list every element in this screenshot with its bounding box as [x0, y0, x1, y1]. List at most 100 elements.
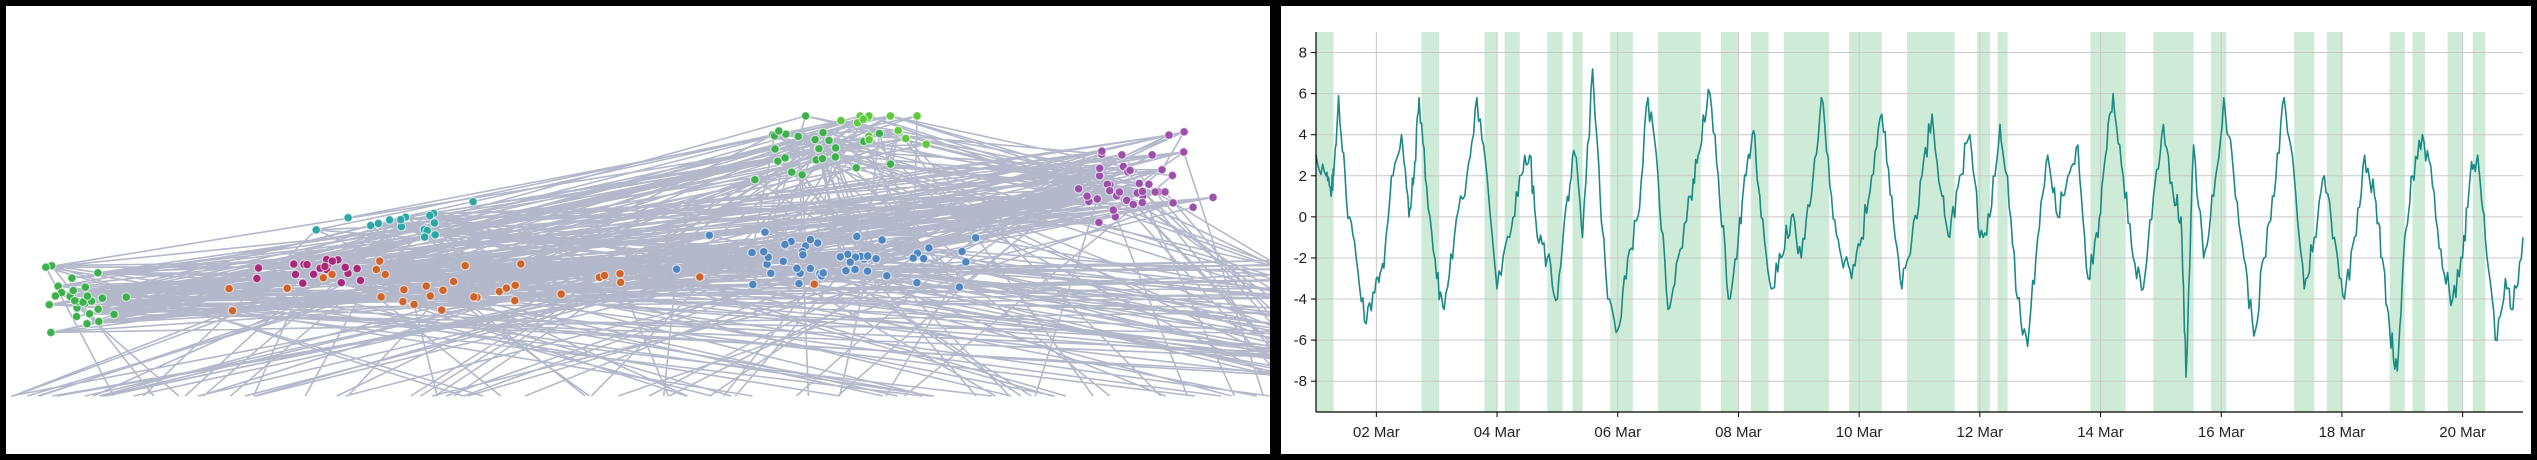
graph-node[interactable] — [44, 299, 55, 310]
graph-node[interactable] — [750, 174, 760, 185]
graph-node[interactable] — [1157, 165, 1167, 175]
graph-node[interactable] — [68, 285, 79, 296]
graph-node[interactable] — [1137, 197, 1148, 208]
graph-node[interactable] — [957, 246, 967, 257]
graph-node[interactable] — [747, 279, 758, 290]
graph-node[interactable] — [851, 231, 862, 242]
graph-node[interactable] — [1150, 187, 1160, 197]
graph-node[interactable] — [50, 291, 61, 301]
graph-node[interactable] — [374, 256, 385, 266]
graph-node[interactable] — [797, 250, 808, 260]
graph-node[interactable] — [252, 273, 262, 284]
graph-node[interactable] — [1208, 192, 1218, 203]
graph-node[interactable] — [67, 273, 77, 283]
graph-node[interactable] — [900, 133, 911, 144]
graph-node[interactable] — [912, 277, 922, 288]
graph-node[interactable] — [786, 167, 797, 177]
graph-node[interactable] — [421, 281, 431, 291]
graph-node[interactable] — [805, 234, 816, 245]
graph-node[interactable] — [877, 235, 887, 245]
graph-node[interactable] — [430, 230, 440, 240]
graph-node[interactable] — [436, 305, 447, 315]
graph-node[interactable] — [40, 262, 51, 272]
graph-node[interactable] — [224, 283, 234, 294]
graph-node[interactable] — [336, 277, 347, 288]
graph-node[interactable] — [429, 218, 440, 228]
graph-node[interactable] — [1147, 150, 1157, 160]
graph-node[interactable] — [469, 292, 479, 302]
graph-node[interactable] — [409, 299, 419, 310]
graph-node[interactable] — [918, 253, 929, 264]
graph-node[interactable] — [1114, 187, 1125, 197]
graph-node[interactable] — [1168, 198, 1178, 208]
graph-node[interactable] — [810, 134, 820, 145]
graph-node[interactable] — [841, 265, 851, 276]
line-chart[interactable]: -8 -6 -4 -2 0 2 4 6 8 02 Mar 04 Mar 06 Mar 08 Mar 10 … — [1281, 6, 2531, 454]
graph-node[interactable] — [1188, 202, 1198, 213]
graph-node[interactable] — [1104, 185, 1115, 196]
graph-node[interactable] — [302, 259, 312, 270]
graph-node[interactable] — [1128, 199, 1139, 210]
graph-node[interactable] — [851, 163, 862, 173]
graph-node[interactable] — [765, 268, 776, 279]
graph-node[interactable] — [355, 275, 366, 286]
graph-node[interactable] — [817, 153, 828, 164]
graph-node[interactable] — [1179, 127, 1189, 137]
graph-node[interactable] — [282, 283, 292, 294]
graph-node[interactable] — [384, 215, 395, 225]
graph-node[interactable] — [615, 277, 626, 288]
graph-node[interactable] — [770, 144, 780, 154]
graph-node[interactable] — [1137, 186, 1148, 197]
graph-node[interactable] — [343, 212, 353, 223]
graph-node[interactable] — [509, 295, 520, 306]
graph-node[interactable] — [874, 128, 885, 139]
graph-node[interactable] — [71, 311, 82, 322]
graph-node[interactable] — [1117, 150, 1127, 160]
graph-node[interactable] — [556, 289, 566, 299]
graph-node[interactable] — [510, 280, 521, 291]
graph-node[interactable] — [805, 263, 816, 274]
graph-node[interactable] — [704, 230, 715, 241]
graph-node[interactable] — [793, 131, 804, 142]
graph-node[interactable] — [515, 259, 526, 269]
graph-node[interactable] — [871, 253, 881, 264]
graph-node[interactable] — [961, 257, 971, 267]
graph-node[interactable] — [97, 293, 108, 303]
graph-node[interactable] — [824, 135, 834, 146]
graph-node[interactable] — [297, 278, 308, 288]
graph-node[interactable] — [885, 111, 896, 121]
graph-node[interactable] — [121, 292, 132, 302]
graph-node[interactable] — [425, 291, 436, 301]
graph-node[interactable] — [311, 225, 321, 235]
graph-node[interactable] — [327, 256, 338, 266]
graph-node[interactable] — [93, 304, 103, 314]
graph-node[interactable] — [794, 278, 804, 289]
graph-node[interactable] — [970, 233, 981, 243]
graph-node[interactable] — [862, 251, 873, 261]
graph-node[interactable] — [1094, 217, 1104, 228]
graph-node[interactable] — [288, 259, 299, 269]
graph-node[interactable] — [671, 264, 682, 274]
graph-node[interactable] — [93, 267, 103, 278]
graph-node[interactable] — [881, 270, 892, 281]
graph-node[interactable] — [320, 261, 330, 272]
graph-node[interactable] — [908, 253, 918, 263]
graph-node[interactable] — [1121, 195, 1132, 206]
graph-node[interactable] — [419, 232, 430, 242]
graph-node[interactable] — [797, 170, 807, 180]
graph-node[interactable] — [780, 153, 790, 163]
graph-node[interactable] — [501, 283, 512, 293]
graph-node[interactable] — [460, 260, 470, 271]
graph-node[interactable] — [1164, 130, 1174, 140]
graph-node[interactable] — [376, 292, 386, 302]
graph-node[interactable] — [1108, 205, 1119, 215]
graph-node[interactable] — [818, 127, 828, 138]
graph-node[interactable] — [954, 282, 965, 292]
graph-node[interactable] — [82, 291, 93, 301]
graph-node[interactable] — [1094, 163, 1105, 174]
network-graph[interactable] — [6, 6, 1270, 454]
graph-node[interactable] — [615, 268, 625, 279]
graph-node[interactable] — [1125, 165, 1135, 176]
graph-node[interactable] — [850, 264, 860, 275]
graph-node[interactable] — [835, 252, 846, 262]
